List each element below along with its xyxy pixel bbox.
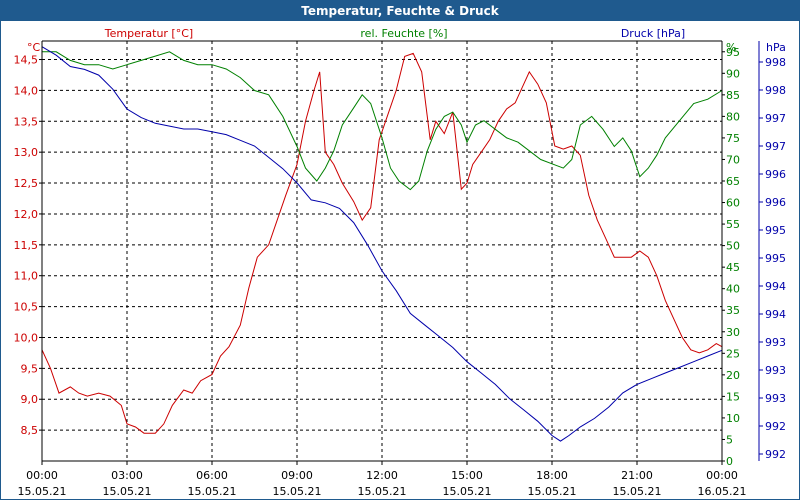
x-tick-time: 03:00: [111, 469, 143, 482]
humidity-tick-label: 55: [726, 218, 740, 231]
pressure-tick-label: 992: [765, 448, 786, 461]
series-layer: [41, 46, 723, 442]
humidity-tick-label: 90: [726, 67, 740, 80]
humidity-tick-label: 65: [726, 175, 740, 188]
humidity-tick-label: 25: [726, 347, 740, 360]
x-tick-date: 15.05.21: [188, 485, 237, 498]
pressure-tick-label: 994: [765, 280, 786, 293]
humidity-tick-label: 50: [726, 240, 740, 253]
humidity-tick-label: 60: [726, 197, 740, 210]
x-tick-time: 15:00: [451, 469, 483, 482]
humidity-tick-label: 10: [726, 412, 740, 425]
temperature-tick-label: 14,0: [14, 84, 39, 97]
pressure-tick-label: 997: [765, 112, 786, 125]
x-tick-time: 09:00: [281, 469, 313, 482]
temperature-tick-label: 10,5: [14, 301, 39, 314]
humidity-tick-label: 5: [726, 433, 733, 446]
x-tick-time: 00:00: [26, 469, 58, 482]
humidity-unit-label: %: [726, 41, 736, 54]
temperature-tick-label: 11,0: [14, 270, 39, 283]
temperature-unit-label: °C: [27, 41, 41, 54]
temperature-ticks: 8,5 9,0 9,5 10,0 10,5 11,0 11,5 12,0 12,5 13,0 13,…: [14, 54, 42, 437]
humidity-tick-label: 30: [726, 326, 740, 339]
temperature-tick-label: 14,5: [14, 54, 39, 67]
x-tick-date: 15.05.21: [443, 485, 492, 498]
legend-temperature: Temperatur [°C]: [104, 27, 193, 40]
x-tick-date: 15.05.21: [528, 485, 577, 498]
temperature-tick-label: 10,0: [14, 331, 39, 344]
legend-humidity: rel. Feuchte [%]: [360, 27, 447, 40]
humidity-tick-label: 80: [726, 110, 740, 123]
temperature-tick-label: 13,0: [14, 146, 39, 159]
humidity-tick-label: 35: [726, 304, 740, 317]
x-tick-time: 12:00: [366, 469, 398, 482]
series-line-temperature: [41, 52, 723, 434]
x-tick-date: 15.05.21: [273, 485, 322, 498]
pressure-tick-label: 992: [765, 420, 786, 433]
pressure-tick-label: 995: [765, 224, 786, 237]
pressure-tick-label: 993: [765, 336, 786, 349]
humidity-tick-label: 75: [726, 132, 740, 145]
humidity-ticks: 0 5 10 15 20 25 30 35 40 45 50 55 60 65 70 75 80 85 90 95: [722, 46, 740, 468]
humidity-tick-label: 15: [726, 390, 740, 403]
x-tick-time: 06:00: [196, 469, 228, 482]
temperature-tick-label: 12,0: [14, 208, 39, 221]
x-tick-time: 00:00: [706, 469, 738, 482]
x-tick-date: 15.05.21: [103, 485, 152, 498]
humidity-tick-label: 85: [726, 89, 740, 102]
pressure-tick-label: 996: [765, 196, 786, 209]
humidity-tick-label: 95: [726, 46, 740, 59]
humidity-tick-label: 0: [726, 455, 733, 468]
humidity-tick-label: 45: [726, 261, 740, 274]
x-tick-time: 21:00: [621, 469, 653, 482]
humidity-tick-label: 40: [726, 283, 740, 296]
temperature-tick-label: 8,5: [21, 424, 39, 437]
x-tick-date: 15.05.21: [18, 485, 67, 498]
x-tick-time: 18:00: [536, 469, 568, 482]
pressure-tick-label: 993: [765, 364, 786, 377]
x-tick-date: 15.05.21: [613, 485, 662, 498]
pressure-tick-label: 994: [765, 308, 786, 321]
humidity-tick-label: 70: [726, 153, 740, 166]
pressure-tick-label: 998: [765, 56, 786, 69]
pressure-unit-label: hPa: [766, 41, 786, 54]
temperature-tick-label: 9,0: [21, 393, 39, 406]
series-line-pressure: [41, 46, 723, 442]
pressure-ticks: 992 992 993 993 993 994 994 995 995 996 996 997 997 9…: [759, 56, 786, 461]
chart-title: Temperatur, Feuchte & Druck: [1, 1, 799, 21]
pressure-tick-label: 996: [765, 168, 786, 181]
pressure-tick-label: 995: [765, 252, 786, 265]
temperature-tick-label: 12,5: [14, 177, 39, 190]
humidity-tick-label: 20: [726, 369, 740, 382]
pressure-tick-label: 993: [765, 392, 786, 405]
legend-pressure: Druck [hPa]: [621, 27, 685, 40]
temperature-tick-label: 11,5: [14, 239, 39, 252]
x-tick-date: 15.05.21: [358, 485, 407, 498]
x-tick-date: 16.05.21: [698, 485, 747, 498]
temperature-tick-label: 9,5: [21, 362, 39, 375]
temperature-tick-label: 13,5: [14, 115, 39, 128]
pressure-tick-label: 998: [765, 84, 786, 97]
series-line-humidity: [42, 51, 723, 191]
pressure-tick-label: 997: [765, 140, 786, 153]
x-ticks: 00:00 15.05.21 03:00 15.05.21 06:00 15.05.21 0…: [18, 461, 747, 498]
